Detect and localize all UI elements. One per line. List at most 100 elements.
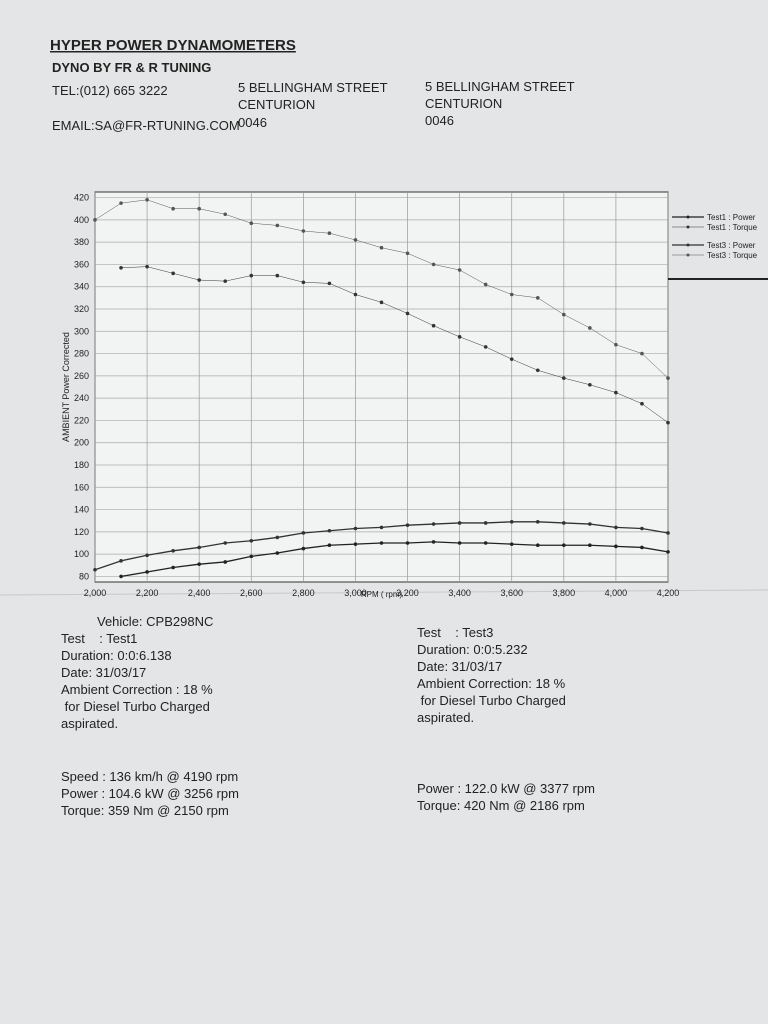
address: 0046 bbox=[238, 115, 267, 130]
data-point bbox=[405, 251, 410, 256]
data-point bbox=[457, 521, 462, 525]
y-tick-label: 280 bbox=[74, 349, 89, 359]
data-point bbox=[301, 280, 306, 285]
x-tick-label: 2,400 bbox=[188, 588, 211, 598]
data-point bbox=[223, 541, 228, 545]
data-point bbox=[327, 231, 332, 236]
x-tick-label: 4,000 bbox=[605, 588, 628, 598]
data-point bbox=[431, 522, 436, 526]
x-tick-label: 4,200 bbox=[657, 588, 680, 598]
data-point bbox=[379, 300, 384, 305]
x-tick-label: 2,600 bbox=[240, 588, 263, 598]
data-point bbox=[171, 549, 175, 553]
data-point bbox=[275, 535, 280, 540]
data-point bbox=[379, 525, 384, 530]
data-point bbox=[640, 545, 644, 550]
data-point bbox=[301, 229, 306, 233]
test-result: Power : 104.6 kW @ 3256 rpm bbox=[61, 786, 239, 801]
data-point bbox=[249, 554, 254, 559]
data-point bbox=[483, 521, 488, 525]
series-line bbox=[120, 541, 669, 578]
y-tick-label: 100 bbox=[74, 549, 89, 559]
data-point bbox=[379, 541, 384, 545]
title: HYPER POWER DYNAMOMETERS bbox=[50, 37, 296, 54]
y-tick-label: 340 bbox=[74, 282, 89, 292]
test-result: Torque: 420 Nm @ 2186 rpm bbox=[417, 798, 585, 813]
test-info: Date: 31/03/17 bbox=[61, 665, 146, 680]
address: CENTURION bbox=[425, 96, 502, 111]
data-point bbox=[535, 543, 540, 548]
data-point bbox=[588, 543, 592, 548]
x-tick-label: 3,200 bbox=[396, 588, 419, 598]
data-point bbox=[327, 543, 332, 548]
data-point bbox=[197, 545, 201, 550]
x-tick-label: 2,800 bbox=[292, 588, 315, 598]
data-point bbox=[666, 550, 670, 554]
data-point bbox=[275, 223, 280, 228]
data-point bbox=[275, 551, 280, 555]
address: 5 BELLINGHAM STREET bbox=[425, 79, 575, 94]
x-tick-label: 3,000 bbox=[344, 588, 367, 598]
data-point bbox=[379, 245, 384, 250]
y-tick-label: 300 bbox=[74, 326, 89, 336]
legend-marker bbox=[686, 215, 690, 219]
test-info: Duration: 0:0:6.138 bbox=[61, 648, 172, 663]
y-tick-label: 360 bbox=[74, 259, 89, 269]
test-info: Test : Test3 bbox=[417, 625, 493, 640]
y-tick-label: 220 bbox=[74, 415, 89, 425]
data-point bbox=[119, 201, 123, 205]
series-line bbox=[121, 266, 669, 423]
data-point bbox=[588, 326, 592, 330]
data-point bbox=[353, 238, 358, 242]
data-point bbox=[640, 401, 644, 406]
data-point bbox=[301, 531, 306, 535]
data-point bbox=[535, 368, 540, 373]
data-point bbox=[93, 567, 97, 572]
x-tick-label: 2,000 bbox=[84, 588, 107, 598]
data-point bbox=[431, 262, 436, 267]
data-point bbox=[93, 218, 97, 222]
data-point bbox=[145, 570, 149, 574]
address: CENTURION bbox=[238, 97, 315, 112]
y-tick-label: 120 bbox=[74, 527, 89, 537]
test-result: Power : 122.0 kW @ 3377 rpm bbox=[417, 781, 595, 796]
test-info: for Diesel Turbo Charged bbox=[417, 693, 566, 708]
data-point bbox=[171, 271, 175, 276]
data-point bbox=[353, 542, 358, 546]
data-point bbox=[223, 212, 228, 217]
address: 5 BELLINGHAM STREET bbox=[238, 80, 388, 95]
x-tick-label: 3,400 bbox=[448, 588, 471, 598]
data-point bbox=[614, 525, 618, 530]
data-point bbox=[614, 390, 618, 395]
legend-label: Test3 : Power bbox=[707, 241, 756, 250]
data-point bbox=[457, 541, 462, 545]
data-point bbox=[197, 206, 201, 211]
data-point bbox=[249, 273, 254, 278]
data-point bbox=[327, 281, 332, 286]
data-point bbox=[405, 541, 410, 545]
data-point bbox=[535, 296, 540, 300]
data-point bbox=[562, 312, 566, 317]
data-point bbox=[666, 420, 670, 425]
y-tick-label: 200 bbox=[74, 438, 89, 448]
data-point bbox=[483, 345, 488, 349]
legend-label: Test1 : Torque bbox=[707, 223, 758, 232]
data-point bbox=[562, 521, 566, 525]
data-point bbox=[640, 526, 644, 531]
data-point bbox=[509, 542, 514, 546]
data-point bbox=[457, 335, 462, 339]
y-axis-label: AMBIENT Power Corrected bbox=[61, 332, 71, 442]
legend-marker bbox=[686, 253, 690, 257]
data-point bbox=[431, 540, 436, 544]
test-info: aspirated. bbox=[417, 710, 474, 725]
subtitle: DYNO BY FR & R TUNING bbox=[52, 60, 211, 75]
y-tick-label: 240 bbox=[74, 393, 89, 403]
legend-marker bbox=[686, 243, 690, 247]
data-point bbox=[223, 279, 228, 283]
data-point bbox=[483, 282, 488, 287]
data-point bbox=[145, 264, 149, 269]
data-point bbox=[405, 311, 410, 316]
y-tick-label: 320 bbox=[74, 304, 89, 314]
test-info: for Diesel Turbo Charged bbox=[61, 699, 210, 714]
test-info: Ambient Correction : 18 % bbox=[61, 682, 213, 697]
